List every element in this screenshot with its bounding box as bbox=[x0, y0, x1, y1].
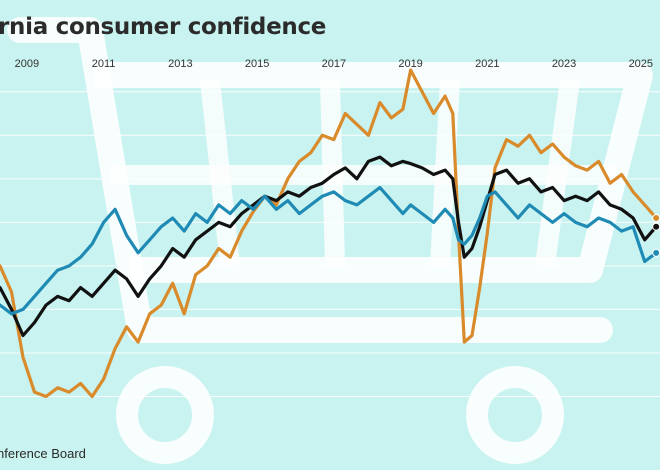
series-end-point bbox=[652, 248, 660, 257]
x-tick-label: 2023 bbox=[552, 58, 576, 70]
series-line bbox=[0, 68, 658, 399]
source-note: nference Board bbox=[0, 446, 86, 461]
x-tick-label: 2025 bbox=[629, 58, 653, 70]
series-line bbox=[0, 155, 658, 338]
x-tick-label: 2017 bbox=[322, 58, 346, 70]
x-tick-label: 2015 bbox=[245, 58, 269, 70]
chart-title: rnia consumer confidence bbox=[0, 14, 327, 40]
x-axis-ticks: 2009 2011 2013 2015 2017 2019 2021 2023 2025 bbox=[15, 58, 653, 70]
x-tick-label: 2013 bbox=[168, 58, 192, 70]
x-tick-label: 2009 bbox=[15, 58, 39, 70]
x-tick-label: 2019 bbox=[398, 58, 422, 70]
series-end-point bbox=[652, 222, 660, 231]
series-line bbox=[0, 185, 658, 316]
x-tick-label: 2011 bbox=[92, 58, 116, 70]
series-end-point bbox=[652, 214, 660, 222]
series-lines bbox=[0, 68, 660, 399]
x-tick-label: 2021 bbox=[475, 58, 499, 70]
